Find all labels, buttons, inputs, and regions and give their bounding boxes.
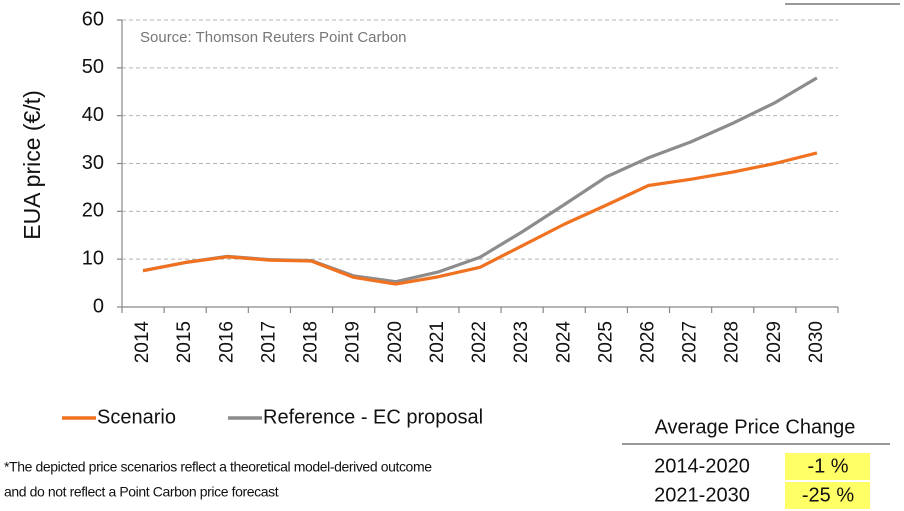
footnote: and do not reflect a Point Carbon price … [4,484,279,500]
x-tick-label: 2025 [595,321,616,363]
x-tick-label: 2030 [806,321,827,363]
x-tick-label: 2021 [427,321,448,363]
x-tick-label: 2020 [385,321,406,363]
x-tick-label: 2024 [553,321,574,364]
x-tick-label: 2015 [174,321,195,363]
x-tick-label: 2026 [637,321,658,363]
table-cell: 2021-2030 [654,484,750,506]
x-tick-label: 2029 [764,321,785,363]
highlight [785,482,870,509]
table-cell: -1 % [807,455,848,477]
series-line [142,76,818,284]
x-tick-label: 2018 [301,321,322,363]
table-cell: 2014-2020 [654,455,750,477]
table-title: Average Price Change [655,416,856,438]
x-tick-label: 2016 [216,321,237,363]
y-tick-label: 0 [93,295,104,317]
x-tick-label: 2017 [258,321,279,363]
footnote: *The depicted price scenarios reflect a … [4,459,432,475]
x-tick-label: 2022 [469,321,490,363]
x-tick-label: 2019 [343,321,364,363]
source-note: Source: Thomson Reuters Point Carbon [140,29,407,46]
y-tick-label: 30 [82,152,104,174]
series-line [142,151,818,286]
legend-label: Scenario [97,406,176,428]
legend-label: Reference - EC proposal [263,406,483,428]
y-tick-label: 50 [82,56,104,78]
y-tick-label: 60 [82,8,104,30]
x-tick-label: 2014 [132,321,153,364]
y-axis-label: EUA price (€/t) [19,90,45,240]
y-tick-label: 10 [82,247,104,269]
x-tick-label: 2023 [511,321,532,363]
table-cell: -25 % [802,484,854,506]
x-tick-label: 2027 [680,321,701,363]
y-tick-label: 40 [82,104,104,126]
y-tick-label: 20 [82,200,104,222]
x-tick-label: 2028 [722,321,743,363]
highlight [785,453,870,480]
